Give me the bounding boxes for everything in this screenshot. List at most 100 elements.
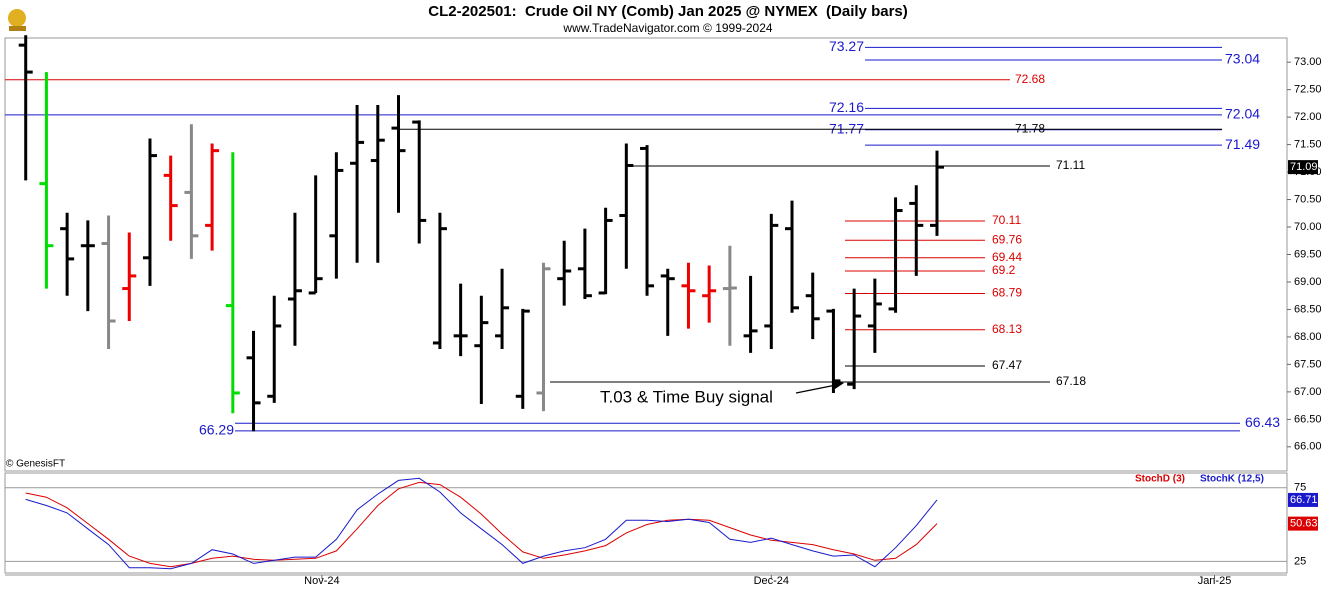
ohlc-bar — [474, 295, 489, 404]
level-label: 73.04 — [1225, 51, 1260, 67]
level-label: 71.49 — [1225, 136, 1260, 152]
ohlc-bar — [122, 232, 137, 321]
x-tick-label: Nov-24 — [304, 575, 339, 587]
ohlc-bar — [785, 200, 800, 313]
ohlc-bar — [432, 212, 447, 350]
stoch-panel — [4, 472, 1288, 574]
annotation: T.03 & Time Buy signal — [600, 387, 773, 406]
ohlc-bar — [619, 143, 634, 269]
ohlc-bar — [370, 105, 385, 263]
x-tick-label: Dec-24 — [754, 575, 789, 587]
ohlc-bar — [39, 72, 54, 289]
ohlc-bar — [722, 245, 737, 346]
level-label: 73.27 — [829, 38, 864, 54]
level-label: 71.78 — [1015, 121, 1045, 135]
y-tick-label: 25 — [1294, 555, 1306, 567]
ohlc-bar — [681, 262, 696, 329]
legend-entry: StochD (3) — [1135, 474, 1185, 485]
ohlc-bar — [764, 213, 779, 350]
ohlc-bar — [205, 143, 220, 251]
y-tick-label: 73.00 — [1294, 56, 1322, 68]
stoch-line — [25, 481, 938, 568]
ohlc-bar — [287, 212, 302, 346]
ohlc-bar — [267, 295, 282, 403]
y-tick-label: 66.00 — [1294, 441, 1322, 453]
level-label: 69.2 — [992, 263, 1016, 277]
ohlc-bar — [60, 212, 75, 296]
level-label: 67.18 — [1056, 374, 1086, 388]
y-tick-label: 68.50 — [1294, 303, 1322, 315]
ohlc-bar — [805, 272, 820, 340]
y-tick-label: 71.50 — [1294, 139, 1322, 151]
ohlc-bar — [847, 288, 862, 390]
level-label: 68.79 — [992, 286, 1022, 300]
level-label: 72.04 — [1225, 106, 1260, 122]
level-label: 71.77 — [829, 120, 864, 136]
ohlc-bar — [329, 152, 344, 279]
ohlc-bar — [702, 265, 717, 323]
y-tick-label: 69.50 — [1294, 248, 1322, 260]
ohlc-bar — [453, 283, 468, 357]
y-tick-label: 67.00 — [1294, 386, 1322, 398]
level-label: 72.68 — [1015, 72, 1045, 86]
y-tick-label: 68.00 — [1294, 331, 1322, 343]
ohlc-bar — [391, 95, 406, 213]
stoch-line — [25, 477, 938, 570]
ohlc-bar — [184, 124, 199, 259]
level-label: 70.11 — [992, 213, 1021, 227]
ohlc-bar — [577, 228, 592, 300]
logo — [8, 9, 26, 31]
ohlc-bar — [640, 145, 655, 296]
y-tick-label: 72.00 — [1294, 111, 1322, 123]
last-value-box — [1288, 492, 1318, 507]
y-tick-label: 69.00 — [1294, 276, 1322, 288]
level-label: 69.44 — [992, 250, 1022, 264]
y-tick-label: 66.50 — [1294, 413, 1322, 425]
ohlc-bar — [246, 330, 261, 432]
ohlc-bar — [142, 138, 157, 286]
y-tick-label: 72.50 — [1294, 84, 1322, 96]
ohlc-bar — [536, 262, 551, 412]
ohlc-bar — [929, 150, 944, 236]
x-tick-label: Jan-25 — [1198, 575, 1232, 587]
ohlc-bar — [888, 197, 903, 313]
level-label: 67.47 — [992, 358, 1022, 372]
ohlc-bar — [308, 175, 323, 295]
y-tick-label: 67.50 — [1294, 358, 1322, 370]
ohlc-bar — [826, 308, 841, 393]
ohlc-bar — [867, 278, 882, 353]
ohlc-bar — [80, 220, 95, 312]
last-value-label: 50.63 — [1290, 518, 1318, 530]
ohlc-bar — [557, 240, 572, 306]
level-label: 68.13 — [992, 322, 1022, 336]
last-price-box — [1288, 160, 1318, 175]
ohlc-bar — [660, 268, 675, 336]
ohlc-bar — [743, 275, 758, 353]
ohlc-bar — [163, 155, 178, 241]
legend-entry: StochK (12,5) — [1200, 474, 1264, 485]
ohlc-bar — [598, 207, 613, 295]
chart-subtitle: www.TradeNavigator.com © 1999-2024 — [562, 21, 772, 35]
level-label: 66.43 — [1245, 414, 1280, 430]
level-label: 66.29 — [199, 422, 234, 438]
watermark: © GenesisFT — [6, 459, 65, 470]
ohlc-bar — [18, 35, 33, 181]
last-value-box — [1288, 516, 1318, 531]
last-price-label: 71.09 — [1290, 161, 1318, 173]
y-tick-label: 70.00 — [1294, 221, 1322, 233]
ohlc-bar — [515, 308, 530, 409]
ohlc-bar — [412, 120, 427, 244]
ohlc-bar — [101, 215, 116, 350]
level-label: 69.76 — [992, 232, 1022, 246]
ohlc-bar — [225, 152, 240, 414]
ohlc-bar — [909, 185, 924, 276]
chart-title: CL2-202501: Crude Oil NY (Comb) Jan 2025… — [428, 3, 908, 20]
level-label: 71.11 — [1056, 158, 1085, 172]
ohlc-bar — [350, 105, 365, 263]
level-label: 72.16 — [829, 99, 864, 115]
y-tick-label: 70.50 — [1294, 193, 1322, 205]
y-tick-label: 75 — [1294, 482, 1306, 494]
ohlc-bar — [495, 268, 510, 350]
last-value-label: 66.71 — [1290, 494, 1318, 506]
